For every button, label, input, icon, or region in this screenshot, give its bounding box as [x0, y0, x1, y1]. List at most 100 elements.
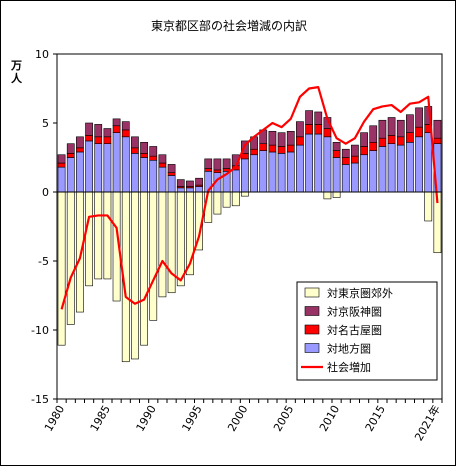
- bar-segment: [158, 166, 167, 193]
- bar-segment: [424, 191, 433, 222]
- bar-segment: [341, 164, 350, 193]
- bar-segment: [195, 186, 203, 193]
- bar-segment: [167, 172, 176, 176]
- bar-segment: [406, 132, 414, 143]
- bar-segment: [314, 111, 323, 125]
- bar-segment: [396, 119, 405, 138]
- bar-segment: [241, 191, 249, 197]
- bar-segment: [351, 144, 359, 157]
- bar-segment: [149, 146, 158, 157]
- bar-segment: [158, 191, 167, 298]
- x-tick-label: 1980: [42, 403, 67, 434]
- bar-segment: [341, 148, 350, 158]
- bar-segment: [121, 121, 130, 131]
- bar-segment: [186, 180, 194, 187]
- bar-segment: [94, 191, 103, 280]
- bar-segment: [94, 143, 103, 193]
- bar-segment: [85, 140, 93, 193]
- bar-segment: [76, 136, 84, 149]
- bar-segment: [158, 154, 167, 164]
- bar-segment: [85, 135, 93, 142]
- bar-segment: [259, 150, 268, 193]
- bar-segment: [112, 132, 121, 193]
- bar-segment: [396, 144, 405, 193]
- bar-segment: [131, 136, 139, 149]
- bar-segment: [406, 142, 414, 193]
- y-tick-label: 5: [42, 117, 49, 130]
- bar-segment: [121, 129, 130, 138]
- legend-box: [296, 281, 438, 381]
- x-tick-label: 2005: [271, 403, 296, 434]
- bar-segment: [415, 126, 423, 138]
- legend-label: 社会増加: [327, 360, 371, 374]
- bar-segment: [140, 153, 148, 158]
- bar-segment: [103, 143, 112, 193]
- x-tick-label: 2021年: [411, 403, 443, 444]
- bar-segment: [314, 124, 323, 135]
- bar-segment: [149, 191, 158, 321]
- bar-segment: [57, 166, 66, 193]
- bar-segment: [332, 142, 341, 151]
- bar-segment: [369, 150, 378, 193]
- bar-segment: [305, 133, 313, 193]
- x-tick-label: 1985: [88, 403, 113, 434]
- bar-segment: [296, 136, 304, 146]
- bar-segment: [250, 154, 258, 193]
- bar-segment: [415, 136, 423, 193]
- y-tick-label: 0: [42, 186, 49, 199]
- bar-segment: [103, 128, 112, 138]
- bar-segment: [57, 162, 66, 168]
- bars-layer: [57, 106, 442, 363]
- bar-segment: [66, 157, 75, 193]
- bar-segment: [213, 169, 222, 173]
- bar-segment: [378, 137, 387, 147]
- bar-segment: [66, 143, 75, 154]
- legend-label: 対名古屋圏: [327, 323, 382, 337]
- bar-segment: [323, 128, 332, 138]
- bar-segment: [387, 143, 396, 193]
- bar-segment: [286, 144, 295, 153]
- legend-swatch: [304, 324, 320, 335]
- bar-segment: [305, 124, 313, 135]
- legend-swatch: [304, 287, 320, 298]
- bar-segment: [351, 155, 359, 164]
- bar-segment: [332, 157, 341, 193]
- bar-segment: [387, 135, 396, 144]
- y-tick-label: -5: [38, 255, 49, 268]
- bar-segment: [57, 154, 66, 164]
- legend-label: 対東京圏郊外: [327, 286, 393, 300]
- bar-segment: [94, 124, 103, 138]
- y-axis-unit: 万人: [10, 59, 23, 85]
- bar-segment: [140, 191, 148, 346]
- bar-segment: [268, 151, 277, 193]
- bar-segment: [286, 151, 295, 193]
- bar-segment: [66, 191, 75, 325]
- bar-segment: [323, 136, 332, 193]
- bar-segment: [231, 169, 240, 193]
- bar-segment: [112, 118, 121, 127]
- bar-segment: [332, 150, 341, 158]
- bar-segment: [103, 191, 112, 280]
- bar-segment: [250, 148, 258, 156]
- x-tick-label: 1990: [134, 403, 159, 434]
- bar-segment: [149, 155, 158, 161]
- bar-segment: [277, 132, 286, 147]
- bar-segment: [314, 133, 323, 193]
- bar-segment: [76, 151, 84, 193]
- bar-segment: [167, 175, 176, 193]
- bar-segment: [131, 153, 139, 193]
- bar-segment: [341, 157, 350, 165]
- bar-segment: [158, 162, 167, 168]
- bar-segment: [323, 191, 332, 200]
- bar-segment: [167, 164, 176, 173]
- bar-segment: [286, 130, 295, 146]
- bar-segment: [149, 159, 158, 193]
- bar-segment: [360, 132, 368, 147]
- bar-segment: [176, 179, 185, 187]
- bar-segment: [186, 187, 194, 193]
- line-layer: [60, 86, 439, 310]
- x-tick-label: 2000: [225, 403, 250, 434]
- legend-label: 対京阪神圏: [327, 305, 382, 319]
- bar-segment: [241, 153, 249, 160]
